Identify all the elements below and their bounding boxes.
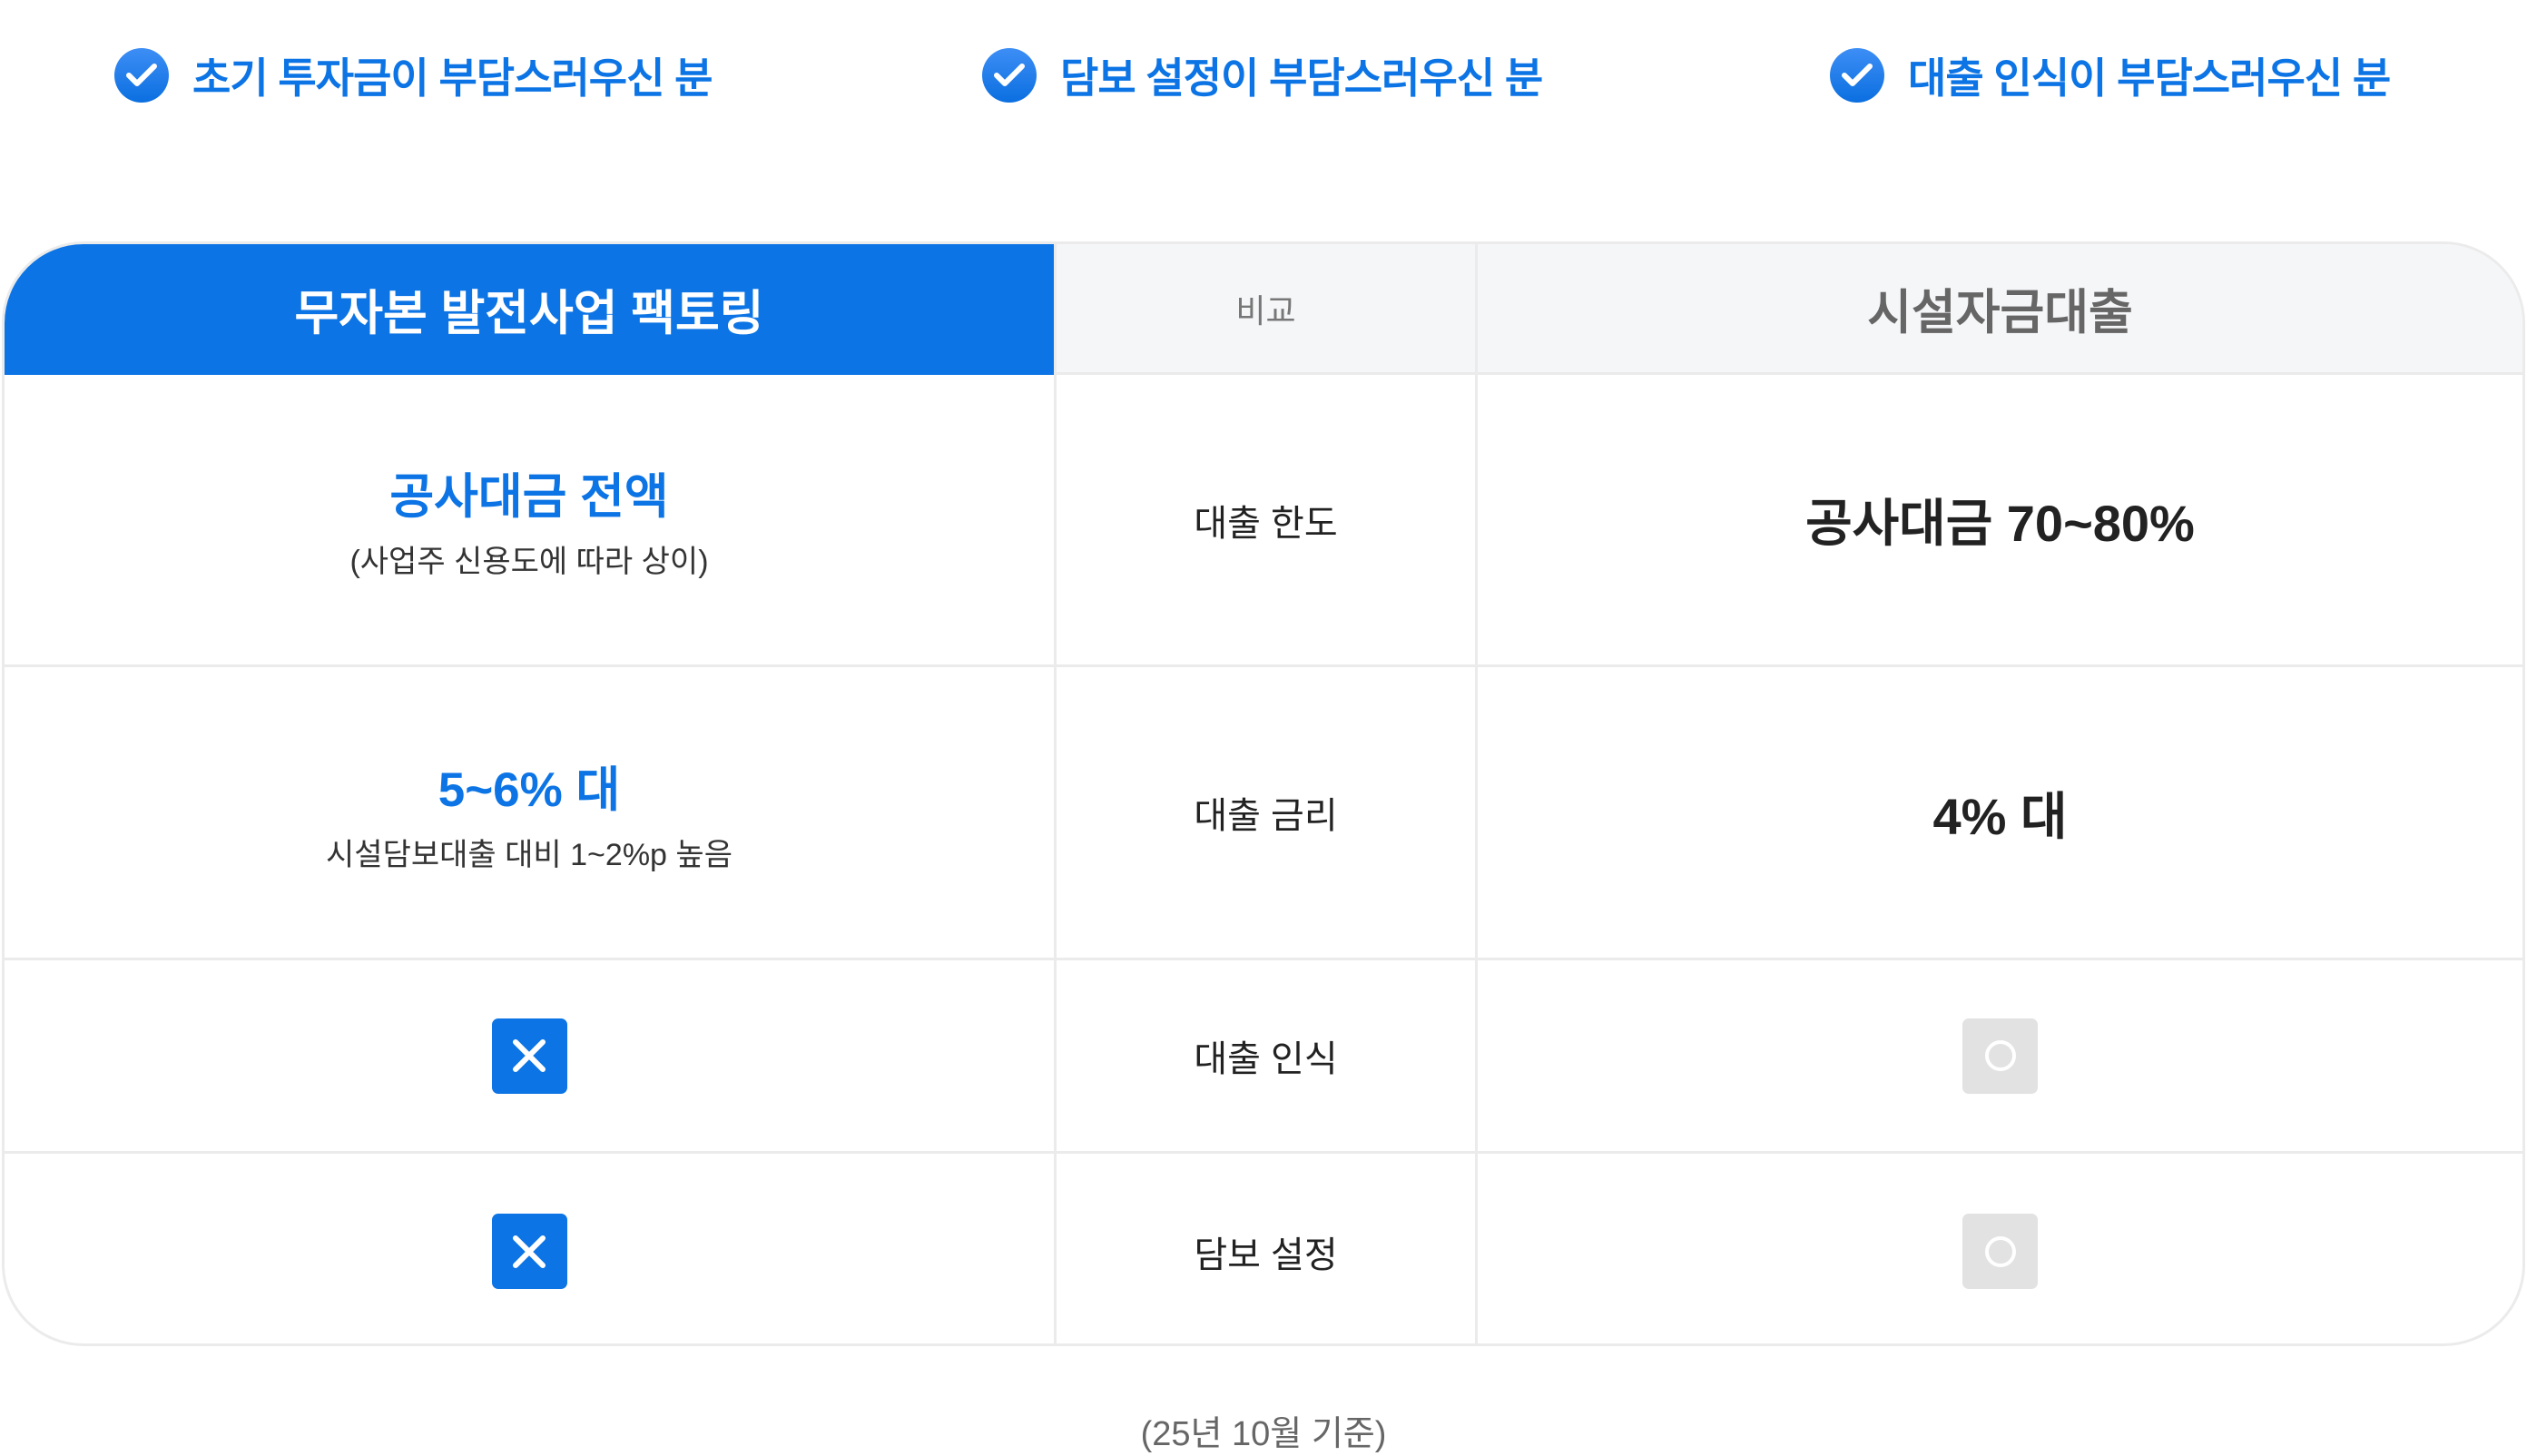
comparison-table: 무자본 발전사업 팩토링 공사대금 전액 (사업주 신용도에 따라 상이) 5~…: [2, 241, 2525, 1346]
header-facility-loan: 시설자금대출: [1478, 244, 2522, 375]
check-circle-icon: [114, 48, 169, 103]
limit-value: 공사대금 70~80%: [1478, 375, 2522, 667]
x-icon: [491, 1018, 567, 1094]
rate-value: 5~6% 대: [438, 762, 621, 817]
check-label: 담보 설정이 부담스러우신 분: [1060, 54, 1543, 102]
table-cell: [1478, 960, 2522, 1154]
check-item-2: 담보 설정이 부담스러우신 분: [982, 45, 1543, 105]
table-cell: [5, 960, 1054, 1154]
check-label: 대출 인식이 부담스러우신 분: [1908, 54, 2391, 102]
table-cell: 5~6% 대 시설담보대출 대비 1~2%p 높음: [5, 667, 1054, 960]
header-compare: 비교: [1057, 244, 1475, 375]
table-cell: 공사대금 전액 (사업주 신용도에 따라 상이): [5, 375, 1054, 667]
header-factoring: 무자본 발전사업 팩토링: [5, 244, 1054, 375]
footnote: (25년 10월 기준): [1140, 1415, 1387, 1453]
check-label: 초기 투자금이 부담스러우신 분: [192, 54, 713, 102]
rate-note: 시설담보대출 대비 1~2%p 높음: [326, 837, 733, 872]
facility-loan-column: 시설자금대출 공사대금 70~80% 4% 대: [1478, 244, 2522, 1343]
row-label: 담보 설정: [1194, 1235, 1338, 1275]
circle-icon: [1962, 1214, 2038, 1289]
row-label: 대출 금리: [1057, 667, 1475, 960]
limit-note: (사업주 신용도에 따라 상이): [349, 545, 709, 579]
comparison-column: 비교 대출 한도 대출 금리 대출 인식 담보 설정: [1054, 244, 1478, 1343]
table-cell: [1478, 1154, 2522, 1343]
rate-value: 4% 대: [1478, 667, 2522, 960]
limit-value: 공사대금 전액: [389, 470, 669, 524]
check-circle-icon: [982, 48, 1037, 103]
table-cell: [5, 1154, 1054, 1343]
check-item-3: 대출 인식이 부담스러우신 분: [1830, 45, 2391, 105]
x-icon: [491, 1214, 567, 1289]
check-circle-icon: [1830, 48, 1884, 103]
circle-icon: [1962, 1018, 2038, 1094]
row-label: 대출 인식: [1057, 960, 1475, 1154]
check-item-1: 초기 투자금이 부담스러우신 분: [114, 45, 713, 105]
factoring-column: 무자본 발전사업 팩토링 공사대금 전액 (사업주 신용도에 따라 상이) 5~…: [5, 244, 1054, 1343]
row-label: 대출 한도: [1057, 375, 1475, 667]
